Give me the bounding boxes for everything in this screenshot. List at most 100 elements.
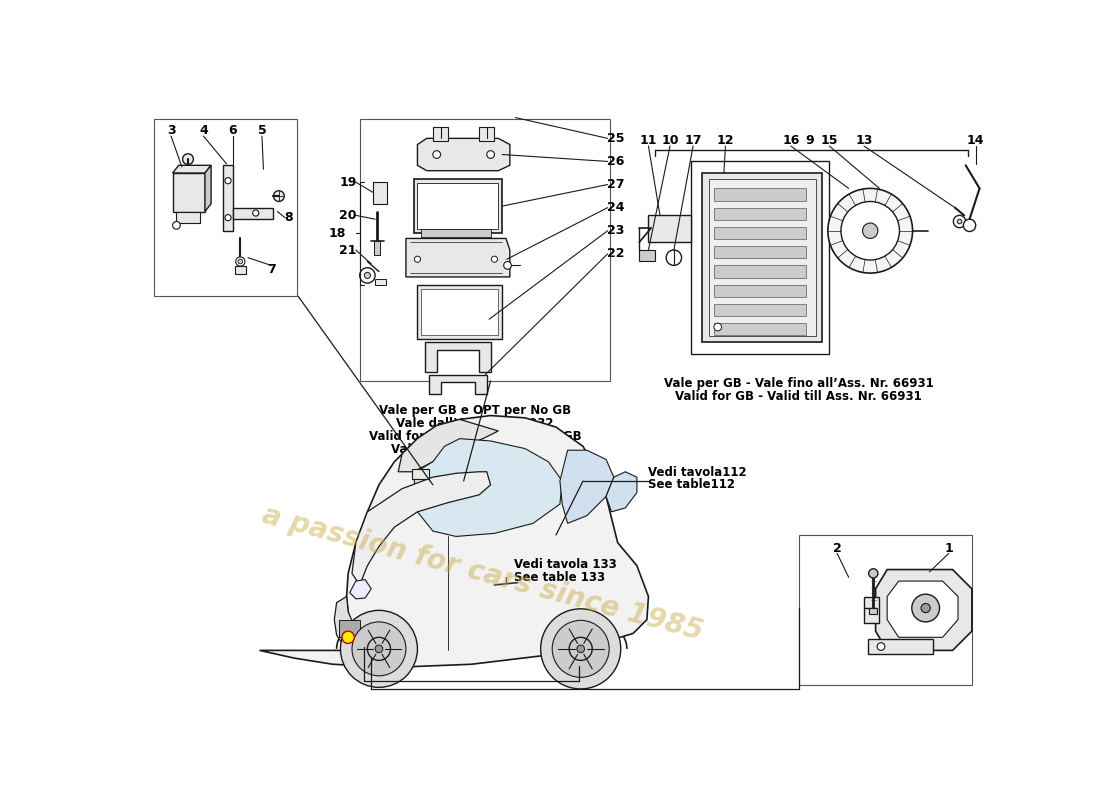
Circle shape [921, 603, 931, 613]
Circle shape [869, 569, 878, 578]
Polygon shape [429, 374, 486, 394]
Circle shape [862, 223, 878, 238]
Circle shape [274, 190, 284, 202]
Bar [714, 266, 806, 278]
Bar [418, 183, 498, 230]
Polygon shape [606, 472, 637, 512]
Polygon shape [425, 342, 491, 372]
Text: 27: 27 [607, 178, 625, 191]
Bar [714, 304, 806, 316]
Text: 4: 4 [199, 124, 208, 137]
Polygon shape [560, 450, 614, 523]
Bar [176, 211, 199, 223]
Circle shape [957, 219, 961, 224]
Circle shape [504, 262, 512, 270]
Text: 5: 5 [257, 124, 266, 137]
Bar [714, 323, 806, 335]
Circle shape [552, 620, 609, 678]
Polygon shape [352, 472, 491, 585]
Text: See table112: See table112 [649, 478, 736, 491]
Circle shape [964, 219, 976, 231]
Text: 15: 15 [821, 134, 838, 147]
Bar [480, 126, 495, 141]
Text: Valid from Ass. Nr. 66932: Valid from Ass. Nr. 66932 [392, 443, 559, 456]
Polygon shape [223, 166, 233, 230]
Polygon shape [260, 415, 649, 667]
Polygon shape [350, 579, 372, 599]
Polygon shape [334, 597, 387, 646]
Text: 7: 7 [267, 262, 275, 276]
Circle shape [224, 214, 231, 221]
Polygon shape [398, 419, 498, 472]
Bar [714, 227, 806, 239]
Text: 25: 25 [607, 132, 625, 145]
Circle shape [342, 631, 354, 643]
Bar [865, 597, 880, 623]
Circle shape [576, 645, 584, 653]
Circle shape [253, 210, 258, 216]
Bar [375, 279, 386, 286]
Circle shape [877, 642, 884, 650]
Circle shape [486, 150, 495, 158]
Text: 12: 12 [717, 134, 734, 147]
Text: 21: 21 [340, 243, 356, 257]
Circle shape [352, 622, 406, 676]
Text: 20: 20 [340, 209, 356, 222]
Polygon shape [205, 166, 211, 211]
Text: 9: 9 [806, 134, 814, 147]
Bar [868, 639, 933, 654]
Text: Vale per GB e OPT per No GB: Vale per GB e OPT per No GB [379, 404, 571, 417]
Bar [714, 285, 806, 297]
Circle shape [173, 222, 180, 230]
Bar [173, 173, 205, 211]
Bar [714, 246, 806, 258]
Circle shape [954, 215, 966, 228]
Text: 23: 23 [607, 224, 625, 238]
Text: 19: 19 [340, 176, 356, 189]
Bar [649, 215, 691, 242]
Text: 24: 24 [607, 201, 625, 214]
Circle shape [360, 268, 375, 283]
Text: 10: 10 [661, 134, 679, 147]
Bar [374, 241, 381, 254]
Circle shape [415, 256, 420, 262]
Circle shape [341, 610, 418, 687]
Bar [714, 208, 806, 220]
Bar [639, 250, 654, 261]
Text: 8: 8 [284, 211, 293, 224]
Text: 26: 26 [607, 155, 625, 168]
Text: Vale per GB - Vale fino all’Ass. Nr. 66931: Vale per GB - Vale fino all’Ass. Nr. 669… [663, 377, 934, 390]
Text: 1: 1 [945, 542, 953, 555]
Bar [433, 126, 449, 141]
Circle shape [432, 150, 440, 158]
Bar [691, 162, 829, 354]
Polygon shape [876, 570, 972, 650]
Polygon shape [418, 138, 510, 170]
Circle shape [569, 638, 592, 661]
Circle shape [842, 202, 900, 260]
Text: Vedi tavola112: Vedi tavola112 [649, 466, 747, 478]
Bar [418, 285, 502, 338]
Text: 3: 3 [167, 124, 175, 137]
Bar [869, 608, 877, 614]
Text: 22: 22 [607, 247, 625, 260]
Circle shape [235, 257, 245, 266]
Text: Vedi tavola 133: Vedi tavola 133 [514, 558, 616, 571]
Polygon shape [406, 238, 510, 277]
Circle shape [828, 188, 913, 273]
Bar [703, 173, 822, 342]
Text: 14: 14 [967, 134, 984, 147]
Polygon shape [887, 581, 958, 638]
Text: See table 133: See table 133 [514, 571, 605, 584]
Circle shape [714, 323, 722, 331]
Bar [799, 535, 972, 685]
Circle shape [492, 256, 497, 262]
Bar [360, 119, 609, 381]
Text: 2: 2 [833, 542, 842, 555]
Bar [373, 182, 387, 204]
Bar [412, 470, 429, 478]
Text: 16: 16 [782, 134, 800, 147]
Circle shape [375, 645, 383, 653]
Circle shape [912, 594, 939, 622]
Text: 6: 6 [229, 124, 236, 137]
